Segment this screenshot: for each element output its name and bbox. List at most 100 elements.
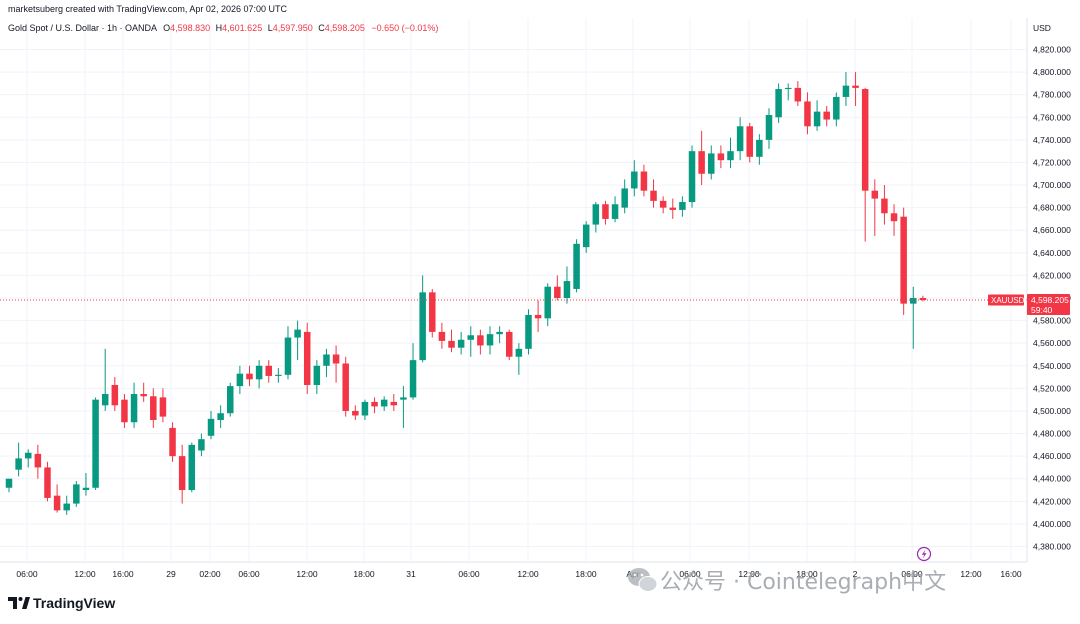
candle[interactable] bbox=[823, 105, 830, 127]
candle[interactable] bbox=[900, 207, 907, 315]
candle[interactable] bbox=[255, 360, 263, 389]
candle[interactable] bbox=[178, 444, 186, 504]
candle[interactable] bbox=[804, 92, 811, 135]
candle[interactable] bbox=[582, 221, 590, 253]
candle[interactable] bbox=[130, 382, 138, 428]
candle[interactable] bbox=[275, 368, 282, 383]
candle[interactable] bbox=[409, 343, 417, 400]
candle[interactable] bbox=[342, 356, 349, 417]
candle[interactable] bbox=[602, 200, 609, 225]
candle[interactable] bbox=[198, 433, 205, 457]
candle[interactable] bbox=[101, 348, 109, 411]
candle[interactable] bbox=[82, 473, 90, 496]
candle[interactable] bbox=[910, 286, 917, 349]
candle[interactable] bbox=[323, 348, 330, 378]
candle[interactable] bbox=[640, 164, 648, 197]
candle[interactable] bbox=[380, 396, 388, 411]
candle[interactable] bbox=[332, 345, 340, 383]
candle[interactable] bbox=[438, 322, 446, 349]
lightning-icon[interactable] bbox=[916, 546, 932, 562]
candle[interactable] bbox=[429, 288, 436, 338]
candle[interactable] bbox=[169, 422, 176, 462]
candle[interactable] bbox=[265, 360, 272, 383]
candle[interactable] bbox=[842, 72, 850, 106]
time-axis[interactable]: 06:00 12:00 16:00 29 02:00 06:00 12:00 18:00 31 0… bbox=[16, 569, 1022, 579]
candle[interactable] bbox=[496, 326, 503, 344]
candle[interactable] bbox=[352, 405, 359, 420]
candle[interactable] bbox=[736, 117, 744, 161]
candle[interactable] bbox=[890, 204, 898, 236]
candle[interactable] bbox=[573, 239, 580, 293]
currency-label[interactable]: USD bbox=[1033, 23, 1051, 33]
tradingview-logo-icon[interactable] bbox=[8, 597, 30, 609]
candle[interactable] bbox=[554, 275, 561, 301]
candle[interactable] bbox=[765, 108, 773, 149]
candle[interactable] bbox=[53, 484, 61, 513]
candle[interactable] bbox=[313, 360, 321, 395]
candle[interactable] bbox=[467, 326, 475, 357]
candle[interactable] bbox=[717, 145, 725, 169]
candle[interactable] bbox=[217, 405, 224, 428]
candle[interactable] bbox=[236, 365, 244, 395]
candle[interactable] bbox=[448, 329, 455, 353]
candle[interactable] bbox=[881, 185, 888, 225]
candle[interactable] bbox=[592, 201, 600, 233]
candle[interactable] bbox=[756, 134, 763, 165]
candle[interactable] bbox=[659, 196, 667, 214]
candle[interactable] bbox=[111, 377, 119, 411]
candle[interactable] bbox=[525, 309, 532, 355]
candle[interactable] bbox=[73, 480, 80, 507]
candle[interactable] bbox=[515, 343, 523, 375]
candle[interactable] bbox=[727, 137, 734, 169]
candle[interactable] bbox=[746, 122, 753, 163]
candle[interactable] bbox=[457, 331, 465, 355]
candle[interactable] bbox=[207, 410, 215, 440]
candle[interactable] bbox=[871, 179, 879, 236]
candle[interactable] bbox=[361, 399, 369, 420]
candle[interactable] bbox=[246, 365, 253, 387]
candle[interactable] bbox=[794, 81, 802, 106]
candle[interactable] bbox=[227, 382, 234, 417]
candle[interactable] bbox=[919, 295, 927, 302]
candle[interactable] bbox=[544, 283, 551, 327]
candle[interactable] bbox=[284, 326, 292, 380]
candle[interactable] bbox=[390, 394, 398, 411]
candle[interactable] bbox=[371, 397, 378, 414]
candle[interactable] bbox=[121, 394, 128, 428]
candle[interactable] bbox=[486, 326, 494, 355]
candle[interactable] bbox=[669, 198, 677, 219]
candle[interactable] bbox=[44, 461, 51, 502]
candle[interactable] bbox=[419, 275, 426, 363]
candle[interactable] bbox=[813, 100, 821, 131]
candle[interactable] bbox=[563, 266, 571, 304]
candle[interactable] bbox=[775, 83, 782, 123]
candle[interactable] bbox=[708, 145, 715, 180]
candle[interactable] bbox=[150, 388, 157, 428]
candle[interactable] bbox=[861, 87, 869, 242]
candle[interactable] bbox=[650, 179, 657, 208]
candlestick-series[interactable] bbox=[5, 72, 927, 515]
candle[interactable] bbox=[833, 92, 840, 127]
candle[interactable] bbox=[400, 386, 407, 428]
candle[interactable] bbox=[15, 442, 22, 477]
candle[interactable] bbox=[852, 72, 859, 106]
candle[interactable] bbox=[688, 145, 696, 208]
candle[interactable] bbox=[159, 388, 167, 423]
candle[interactable] bbox=[140, 382, 147, 402]
tradingview-brand[interactable]: TradingView bbox=[33, 595, 115, 611]
candle[interactable] bbox=[92, 397, 99, 491]
candle[interactable] bbox=[679, 196, 686, 217]
candle[interactable] bbox=[188, 442, 196, 493]
candle[interactable] bbox=[477, 329, 484, 355]
candle[interactable] bbox=[63, 495, 70, 515]
candle[interactable] bbox=[34, 444, 42, 479]
candle[interactable] bbox=[303, 322, 311, 395]
candle[interactable] bbox=[611, 196, 619, 223]
candle[interactable] bbox=[621, 179, 628, 214]
candle[interactable] bbox=[698, 130, 705, 186]
candle[interactable] bbox=[294, 320, 301, 361]
candle[interactable] bbox=[505, 329, 513, 361]
candle[interactable] bbox=[24, 449, 32, 468]
candle[interactable] bbox=[534, 300, 542, 332]
